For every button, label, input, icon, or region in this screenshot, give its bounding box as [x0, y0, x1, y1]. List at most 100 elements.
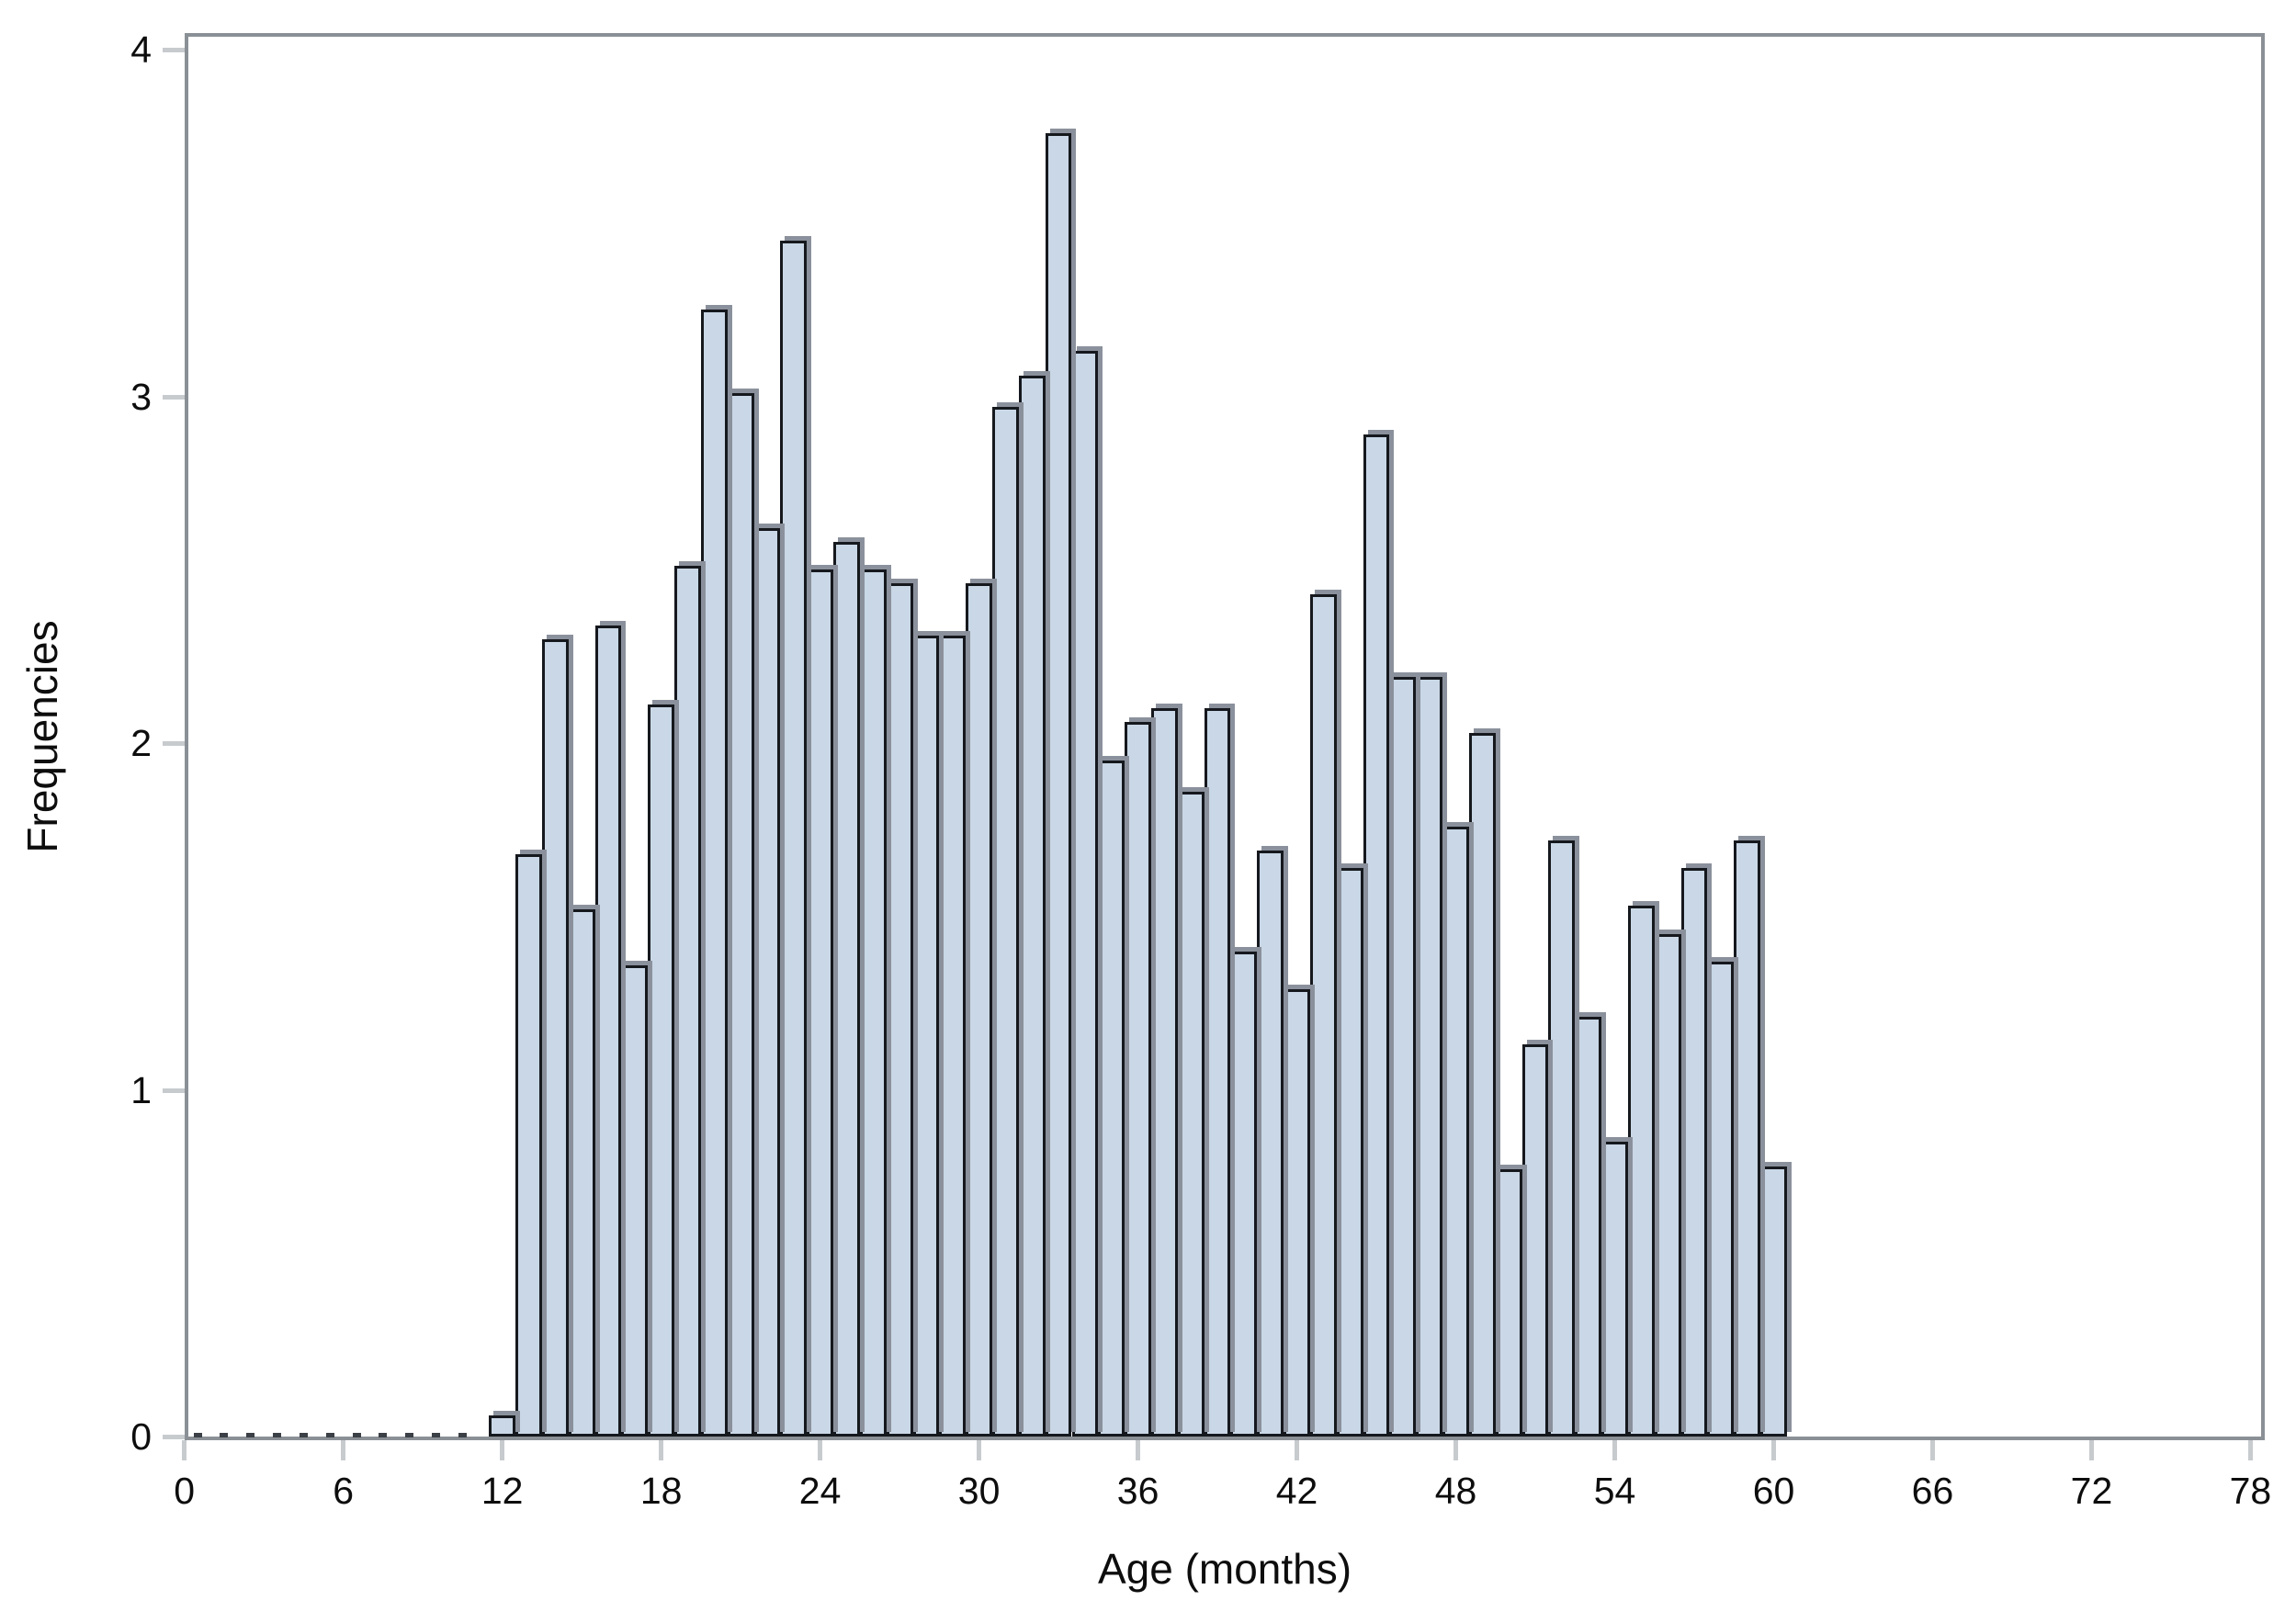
x-axis-tick: [500, 1440, 505, 1460]
x-axis-title: Age (months): [1097, 1545, 1352, 1593]
histogram-bar: [1363, 434, 1390, 1437]
x-axis-tick-label: 12: [481, 1470, 524, 1512]
x-axis-tick: [2247, 1440, 2253, 1460]
histogram-bar: [568, 909, 595, 1437]
x-axis-tick: [818, 1440, 823, 1460]
histogram-bar: [912, 635, 940, 1437]
histogram-bar: [1389, 677, 1417, 1437]
y-axis-tick-label: 3: [130, 375, 152, 418]
empty-bin-tick: [299, 1433, 308, 1437]
histogram-bar: [515, 853, 542, 1437]
histogram-bar: [1071, 351, 1099, 1437]
histogram-bar: [674, 566, 701, 1437]
histogram-bar: [594, 625, 622, 1437]
x-axis-tick: [1136, 1440, 1141, 1460]
x-axis-tick: [1453, 1440, 1459, 1460]
x-axis-tick: [1929, 1440, 1935, 1460]
x-axis-tick: [1771, 1440, 1776, 1460]
histogram-bar: [859, 569, 887, 1437]
x-axis-tick-label: 0: [174, 1470, 196, 1512]
x-axis-tick-label: 54: [1593, 1470, 1636, 1512]
histogram-bar: [1150, 708, 1178, 1437]
empty-bin-tick: [432, 1433, 441, 1437]
empty-bin-tick: [273, 1433, 282, 1437]
y-axis-tick: [163, 394, 185, 400]
y-axis-tick: [163, 1435, 185, 1439]
histogram-bar: [1257, 851, 1284, 1437]
histogram-bar: [780, 240, 808, 1437]
y-axis-tick-label: 4: [130, 28, 152, 71]
empty-bin-tick: [379, 1433, 388, 1437]
empty-bin-tick: [246, 1433, 255, 1437]
histogram-bar: [1495, 1169, 1522, 1437]
histogram-bar: [1548, 840, 1576, 1437]
histogram-bar: [886, 583, 913, 1437]
y-axis-tick-label: 2: [130, 722, 152, 764]
histogram-bar: [1230, 951, 1258, 1437]
histogram-bar: [541, 638, 569, 1437]
histogram-bar: [1760, 1166, 1787, 1437]
histogram-bar: [1125, 722, 1151, 1437]
x-axis-tick-label: 72: [2070, 1470, 2113, 1512]
histogram-bar: [992, 406, 1019, 1437]
empty-bin-tick: [193, 1433, 202, 1437]
histogram-bar: [1177, 791, 1205, 1437]
y-axis-tick-label: 1: [130, 1068, 152, 1111]
histogram-bar: [1707, 961, 1735, 1437]
histogram-bar: [1416, 677, 1443, 1437]
histogram-bar: [1098, 760, 1125, 1437]
x-axis-tick: [1295, 1440, 1300, 1460]
y-axis-tick-label: 0: [130, 1415, 152, 1458]
histogram-bar: [621, 964, 649, 1437]
histogram-bar: [1336, 867, 1363, 1437]
histogram-bar: [1468, 732, 1496, 1437]
x-axis-tick: [977, 1440, 982, 1460]
histogram-bar: [1654, 933, 1681, 1437]
histogram-bar: [700, 310, 728, 1437]
x-axis-tick: [2088, 1440, 2094, 1460]
x-axis-tick: [182, 1440, 187, 1460]
y-axis-tick: [163, 48, 185, 52]
x-axis-tick-label: 30: [957, 1470, 1001, 1512]
histogram-bar: [939, 635, 967, 1437]
histogram-bar: [807, 569, 834, 1437]
x-axis-tick-label: 66: [1911, 1470, 1954, 1512]
x-axis-tick: [659, 1440, 664, 1460]
histogram-bar: [1309, 593, 1337, 1437]
histogram-bar: [833, 542, 860, 1437]
x-axis-tick-label: 36: [1116, 1470, 1159, 1512]
histogram-bar: [1284, 989, 1310, 1437]
histogram-bar: [1521, 1044, 1549, 1437]
empty-bin-tick: [325, 1433, 334, 1437]
x-axis-tick-label: 6: [333, 1470, 355, 1512]
x-axis-tick: [341, 1440, 346, 1460]
histogram-bar: [1204, 708, 1231, 1437]
x-axis-tick-label: 60: [1752, 1470, 1795, 1512]
x-axis-tick-label: 48: [1434, 1470, 1477, 1512]
histogram-bar: [489, 1415, 516, 1437]
empty-bin-tick: [352, 1433, 361, 1437]
histogram-bar: [753, 527, 781, 1437]
histogram-bar: [1680, 867, 1708, 1437]
histogram-bar: [1442, 826, 1469, 1437]
empty-bin-tick: [220, 1433, 229, 1437]
x-axis-tick-label: 78: [2229, 1470, 2272, 1512]
histogram-bar: [1627, 906, 1655, 1437]
histogram-bar: [1045, 132, 1072, 1437]
histogram-bar: [727, 392, 754, 1437]
empty-bin-tick: [405, 1433, 414, 1437]
histogram-bar: [1601, 1142, 1628, 1437]
empty-bin-tick: [458, 1433, 467, 1437]
x-axis-tick-label: 24: [798, 1470, 842, 1512]
y-axis-title: Frequencies: [18, 620, 66, 853]
y-axis-tick: [163, 741, 185, 746]
histogram-bar: [1575, 1017, 1602, 1437]
histogram-bar: [1018, 375, 1046, 1437]
y-axis-tick: [163, 1088, 185, 1093]
histogram-bar: [648, 704, 675, 1437]
x-axis-tick-label: 18: [639, 1470, 683, 1512]
histogram-bar: [966, 583, 992, 1437]
x-axis-tick-label: 42: [1275, 1470, 1318, 1512]
x-axis-tick: [1612, 1440, 1618, 1460]
